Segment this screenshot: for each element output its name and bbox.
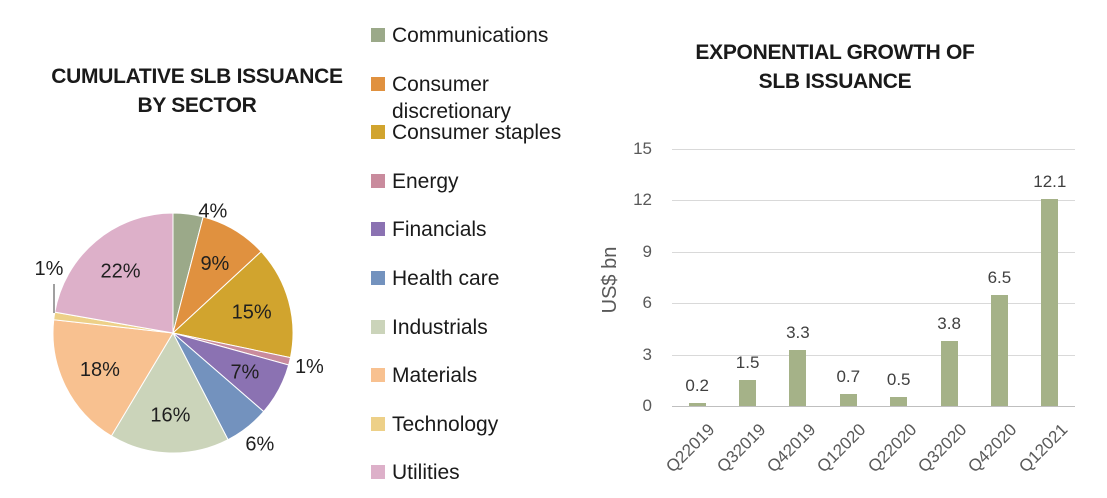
gridline — [672, 251, 1075, 253]
bar-value-label: 0.5 — [886, 370, 911, 390]
bar-value-label: 0.7 — [836, 367, 861, 386]
bar-q12021 — [1041, 198, 1059, 406]
legend-label: Utilities — [392, 461, 460, 485]
y-tick-label: 15 — [633, 139, 652, 158]
legend-swatch-financials — [371, 222, 385, 237]
legend-swatch-industrials — [371, 319, 385, 334]
legend-label: Energy — [392, 169, 459, 193]
pie-value-label-consumer-discretionary: 9% — [200, 253, 229, 275]
legend-swatch-technology — [371, 416, 385, 431]
legend-label: Technology — [392, 412, 499, 436]
pie-slice-materials — [52, 319, 174, 437]
bar-q42019 — [789, 349, 807, 406]
legend-label: Communications — [392, 24, 549, 47]
gridline — [672, 149, 1075, 150]
pie-value-label-energy: 1% — [295, 356, 324, 378]
gridline — [672, 354, 1075, 356]
pie-value-label-consumer-staples: 15% — [232, 301, 272, 323]
bar-chart-title-line2: SLB ISSUANCE — [758, 70, 912, 93]
bar-value-label: 3.8 — [937, 313, 961, 333]
bar-q42020 — [990, 294, 1008, 406]
legend-item-energy: Energy — [371, 169, 596, 195]
bar-q22020 — [890, 397, 908, 406]
bar-value-label: 12.1 — [1033, 171, 1067, 191]
bar-q32019 — [739, 380, 757, 406]
bar-q32020 — [940, 340, 958, 406]
y-tick-label: 9 — [642, 241, 652, 261]
y-tick-label: 3 — [642, 344, 652, 364]
legend-item-consumer-discretionary: Consumer discretionary — [371, 72, 596, 125]
pie-slice-consumer-staples — [171, 250, 294, 359]
bar-q12020 — [839, 394, 857, 406]
bar-q22019 — [688, 402, 706, 406]
pie-chart: 4% 9% 15% 1% 7% 6% 16% 18% 1% 22% — [35, 201, 325, 456]
legend-item-consumer-staples: Consumer staples — [371, 121, 596, 146]
x-axis-line — [672, 406, 1075, 407]
legend-item-technology: Technology — [371, 412, 596, 438]
pie-value-label-health-care: 6% — [245, 433, 274, 455]
bar-value-label: 0.2 — [685, 375, 709, 395]
legend-swatch-consumer-discretionary — [371, 76, 385, 91]
bar-chart-title-line1: EXPONENTIAL GROWTH OF — [695, 41, 975, 64]
legend-label: Materials — [392, 364, 478, 388]
legend-swatch-consumer-staples — [371, 125, 385, 140]
pie-chart-title-line2: BY SECTOR — [137, 94, 257, 117]
legend-item-communications: Communications — [371, 24, 596, 49]
pie-value-label-utilities: 22% — [100, 261, 140, 283]
pie-value-label-materials: 18% — [80, 359, 120, 381]
y-tick-label: 0 — [642, 396, 652, 415]
legend-label: Consumer staples — [392, 121, 562, 145]
legend-swatch-materials — [371, 368, 385, 383]
legend-label: Industrials — [392, 315, 488, 339]
y-tick-label: 12 — [633, 190, 652, 210]
pie-value-label-technology: 1% — [35, 258, 64, 280]
pie-value-label-financials: 7% — [230, 362, 259, 384]
legend-swatch-health-care — [371, 271, 385, 285]
gridline — [672, 303, 1075, 305]
pie-slice-industrials — [110, 331, 229, 454]
legend-label: Health care — [392, 267, 500, 290]
gridline — [672, 200, 1075, 202]
pie-chart-title: CUMULATIVE SLB ISSUANCE BY SECTOR — [27, 62, 367, 120]
bar-value-label: 3.3 — [786, 322, 810, 342]
bar-value-label: 6.5 — [987, 267, 1012, 287]
legend-item-health-care: Health care — [371, 267, 596, 292]
pie-value-label-industrials: 16% — [150, 405, 190, 427]
pie-chart-title-line1: CUMULATIVE SLB ISSUANCE — [51, 65, 343, 88]
legend-item-utilities: Utilities — [371, 461, 596, 486]
bar-chart-title: EXPONENTIAL GROWTH OF SLB ISSUANCE — [660, 38, 1010, 96]
legend-swatch-energy — [371, 173, 385, 188]
pie-legend: Communications Consumer discretionary Cons… — [371, 24, 596, 496]
legend-item-industrials: Industrials — [371, 315, 596, 341]
pie-value-label-communications: 4% — [198, 201, 227, 223]
legend-swatch-communications — [371, 28, 385, 42]
legend-item-financials: Financials — [371, 218, 596, 243]
legend-label: Financials — [392, 218, 487, 242]
legend-item-materials: Materials — [371, 364, 596, 389]
legend-swatch-utilities — [371, 465, 385, 480]
pie-slice-utilities — [54, 212, 174, 334]
y-tick-label: 6 — [642, 293, 652, 313]
legend-label: Consumer discretionary — [392, 72, 512, 123]
bar-value-label: 1.5 — [735, 353, 760, 373]
